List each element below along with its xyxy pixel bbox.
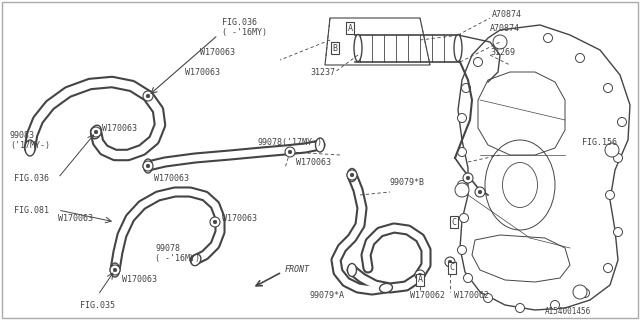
Circle shape <box>497 37 506 46</box>
Ellipse shape <box>380 284 392 292</box>
Text: ( -'16MY): ( -'16MY) <box>222 28 267 36</box>
Circle shape <box>463 173 473 183</box>
Text: B: B <box>333 44 337 52</box>
Circle shape <box>458 148 467 156</box>
Circle shape <box>515 303 525 313</box>
Circle shape <box>493 35 507 49</box>
Circle shape <box>91 127 101 137</box>
Circle shape <box>347 170 357 180</box>
Text: W170062: W170062 <box>410 292 445 300</box>
Circle shape <box>580 289 589 298</box>
Ellipse shape <box>348 263 356 276</box>
Text: 99079*A: 99079*A <box>310 291 345 300</box>
Circle shape <box>455 183 469 197</box>
Ellipse shape <box>316 138 324 152</box>
Text: 99078('17MY-): 99078('17MY-) <box>258 138 323 147</box>
Text: A154001456: A154001456 <box>545 308 591 316</box>
Circle shape <box>288 150 292 154</box>
Text: FIG.035: FIG.035 <box>80 300 115 309</box>
Circle shape <box>605 143 619 157</box>
Circle shape <box>458 245 467 254</box>
Ellipse shape <box>143 159 152 173</box>
Text: 31237: 31237 <box>310 68 335 76</box>
Text: FIG.036: FIG.036 <box>14 173 49 182</box>
Text: FIG.036: FIG.036 <box>222 18 257 27</box>
Circle shape <box>458 114 467 123</box>
Circle shape <box>467 176 470 180</box>
Circle shape <box>213 220 217 224</box>
Text: A: A <box>348 23 353 33</box>
Text: W170063: W170063 <box>200 47 235 57</box>
Circle shape <box>285 147 295 157</box>
Circle shape <box>147 94 150 98</box>
Circle shape <box>474 58 483 67</box>
Circle shape <box>461 84 470 92</box>
Circle shape <box>210 217 220 227</box>
Circle shape <box>458 180 467 189</box>
Text: 99079*B: 99079*B <box>390 178 425 187</box>
Circle shape <box>460 213 468 222</box>
Text: ('17MY-): ('17MY-) <box>10 140 50 149</box>
Circle shape <box>463 274 472 283</box>
Ellipse shape <box>454 35 462 61</box>
Circle shape <box>573 285 587 299</box>
Ellipse shape <box>354 35 362 61</box>
Circle shape <box>478 190 482 194</box>
Circle shape <box>110 265 120 275</box>
Text: W170063: W170063 <box>222 213 257 222</box>
Text: W170063: W170063 <box>296 157 331 166</box>
Circle shape <box>143 161 153 171</box>
Circle shape <box>550 300 559 309</box>
Circle shape <box>445 257 455 267</box>
Text: C: C <box>449 263 454 273</box>
Ellipse shape <box>91 125 101 139</box>
Text: W170062: W170062 <box>454 292 489 300</box>
Ellipse shape <box>191 254 201 266</box>
Text: 31269: 31269 <box>490 47 515 57</box>
Circle shape <box>113 268 116 272</box>
Circle shape <box>143 91 153 101</box>
Circle shape <box>618 117 627 126</box>
Text: ( -'16MY): ( -'16MY) <box>155 253 200 262</box>
Circle shape <box>483 293 493 302</box>
Text: A70874: A70874 <box>490 23 520 33</box>
Ellipse shape <box>348 169 356 181</box>
Text: 99083: 99083 <box>10 131 35 140</box>
Circle shape <box>415 270 425 280</box>
Text: W170063: W170063 <box>102 124 137 132</box>
Circle shape <box>419 273 422 277</box>
Text: A70874: A70874 <box>492 10 522 19</box>
Circle shape <box>147 164 150 168</box>
Ellipse shape <box>25 140 35 156</box>
Circle shape <box>614 228 623 236</box>
Circle shape <box>350 173 354 177</box>
Text: FIG.081: FIG.081 <box>14 205 49 214</box>
Text: W170063: W170063 <box>122 276 157 284</box>
Circle shape <box>604 84 612 92</box>
Ellipse shape <box>111 263 120 277</box>
Circle shape <box>575 53 584 62</box>
Circle shape <box>604 263 612 273</box>
Text: C: C <box>451 218 456 227</box>
Circle shape <box>605 190 614 199</box>
Circle shape <box>448 260 452 264</box>
Text: A: A <box>417 276 422 284</box>
Text: W170063: W170063 <box>185 68 220 76</box>
Text: FIG.156: FIG.156 <box>582 138 617 147</box>
Circle shape <box>614 154 623 163</box>
Circle shape <box>475 187 485 197</box>
Text: W170063: W170063 <box>154 173 189 182</box>
Circle shape <box>94 130 98 134</box>
Text: 99078: 99078 <box>155 244 180 252</box>
Text: W170063: W170063 <box>58 213 93 222</box>
Text: FRONT: FRONT <box>285 266 310 275</box>
Circle shape <box>543 34 552 43</box>
